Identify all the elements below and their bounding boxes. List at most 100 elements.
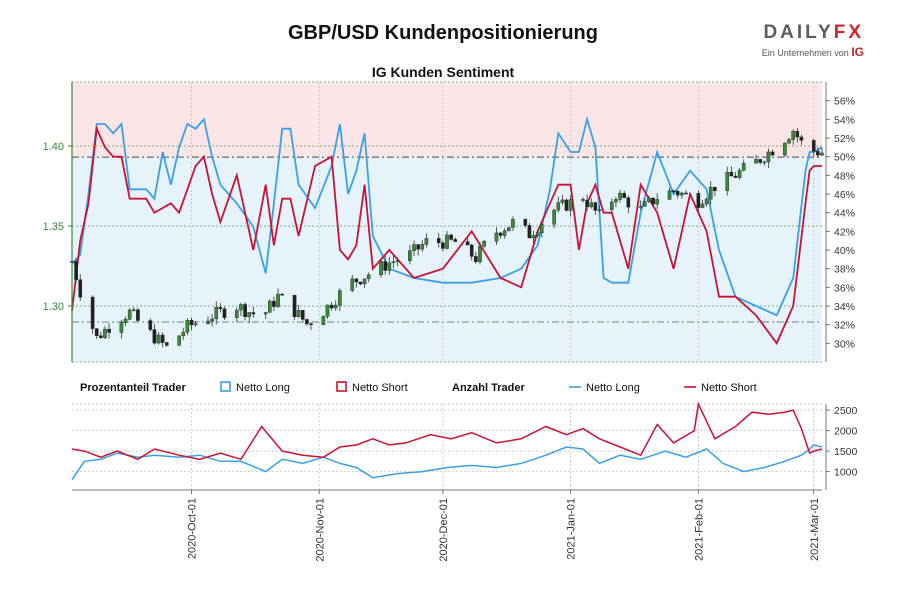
candle-down (729, 171, 734, 177)
count-short-line (71, 401, 823, 461)
chart-title: GBP/USD Kundenpositionierung (288, 22, 598, 44)
candle-down (300, 310, 305, 320)
candle-down (280, 293, 284, 296)
candle-up (597, 209, 602, 211)
candle-up (618, 192, 622, 200)
percent-series (71, 115, 823, 346)
candle-up (494, 232, 499, 242)
logo-wordmark: DAILYFX (762, 22, 864, 44)
count-axis-label: 2000 (834, 426, 858, 438)
candle-up (350, 278, 355, 291)
percent-long-line (71, 115, 823, 317)
candle-up (185, 320, 190, 333)
price-axis-label: 1.40 (43, 141, 64, 153)
candle-up (783, 142, 787, 156)
percent-axis-label: 36% (834, 282, 855, 294)
candle-down (811, 140, 816, 152)
count-axis-label: 2500 (834, 405, 858, 417)
count-long-line (71, 444, 823, 481)
candle-down (136, 309, 140, 321)
candle-down (581, 199, 585, 201)
logo-subline: Ein Unternehmen von IG (762, 45, 864, 59)
dailyfx-logo: DAILYFX Ein Unternehmen von IG (762, 22, 864, 59)
candle-up (589, 202, 594, 208)
candle-down (684, 192, 688, 195)
candle-up (552, 209, 556, 225)
candle-up (680, 192, 684, 196)
candle-up (391, 261, 396, 264)
candle-up (239, 304, 243, 311)
logo-daily: DAILY (763, 22, 834, 43)
legend-label-count-short: Netto Short (701, 382, 757, 394)
main-panel-axes: 1.30 1.35 1.40 30% 32% 34% 36% 38% 40% 42% 44% 46% 4… (43, 82, 855, 362)
percent-axis-label: 40% (834, 245, 855, 257)
candle-up (206, 320, 210, 324)
candle-down (795, 131, 800, 138)
candle-up (181, 332, 186, 337)
count-axis-label: 1000 (834, 467, 858, 479)
candle-down (498, 232, 503, 236)
candle-down (585, 200, 589, 208)
candle-down (465, 241, 470, 246)
candle-up (366, 274, 371, 280)
candle-down (272, 300, 276, 307)
short-zone (72, 82, 822, 157)
candle-up (556, 202, 561, 211)
candle-down (383, 261, 387, 271)
candle-up (791, 131, 795, 140)
candle-down (671, 190, 676, 192)
candle-up (408, 250, 412, 262)
candle-up (754, 159, 758, 164)
candle-down (251, 312, 256, 315)
candle-up (412, 244, 416, 251)
main-panel-background (72, 82, 822, 362)
candle-up (214, 307, 219, 320)
candle-up (614, 199, 618, 203)
candle-up (445, 234, 449, 249)
percent-axis-label: 32% (834, 320, 855, 332)
legend-group-count: Anzahl Trader (452, 382, 525, 394)
date-axis: 2020-Oct-01 2020-Nov-01 2020-Dec-01 2021-Ja… (187, 490, 821, 562)
candle-up (737, 170, 742, 178)
candle-down (160, 334, 165, 343)
candle-up (177, 335, 181, 346)
candle-down (329, 304, 334, 309)
candle-down (564, 199, 569, 211)
candle-down (523, 219, 528, 226)
candle-up (123, 319, 128, 323)
percent-axis-label: 46% (834, 189, 855, 201)
count-panel-grid (72, 403, 822, 491)
long-zone (72, 156, 822, 362)
candle-down (449, 234, 453, 240)
x-tick-label: 2020-Nov-01 (314, 498, 326, 562)
candle-down (527, 225, 532, 239)
candle-down (469, 244, 474, 257)
candle-up (704, 198, 709, 205)
candle-up (103, 328, 107, 339)
candle-down (94, 328, 99, 336)
logo-fx: FX (833, 22, 864, 43)
logo-ig: IG (851, 45, 864, 59)
count-axis-label: 1500 (834, 446, 858, 458)
candle-down (292, 295, 297, 318)
percent-axis-label: 48% (834, 170, 855, 182)
candle-up (478, 245, 482, 263)
legend-label-percent-long: Netto Long (236, 382, 290, 394)
candle-down (441, 242, 445, 249)
candle-up (708, 186, 713, 200)
count-panel-axes: 1000 1500 2000 2500 (825, 404, 858, 490)
candle-up (247, 312, 251, 318)
candle-up (263, 312, 268, 315)
candle-up (667, 190, 672, 200)
candle-up (766, 151, 771, 163)
candle-down (713, 186, 717, 191)
legend-swatch-percent-short (336, 381, 347, 392)
candle-up (762, 161, 767, 164)
candle-down (164, 342, 169, 346)
candle-up (132, 309, 136, 312)
candle-down (354, 278, 359, 283)
x-tick-label: 2020-Dec-01 (438, 498, 450, 562)
legend-label-percent-short: Netto Short (352, 382, 408, 394)
chart-subtitle: IG Kunden Sentiment (371, 64, 515, 80)
